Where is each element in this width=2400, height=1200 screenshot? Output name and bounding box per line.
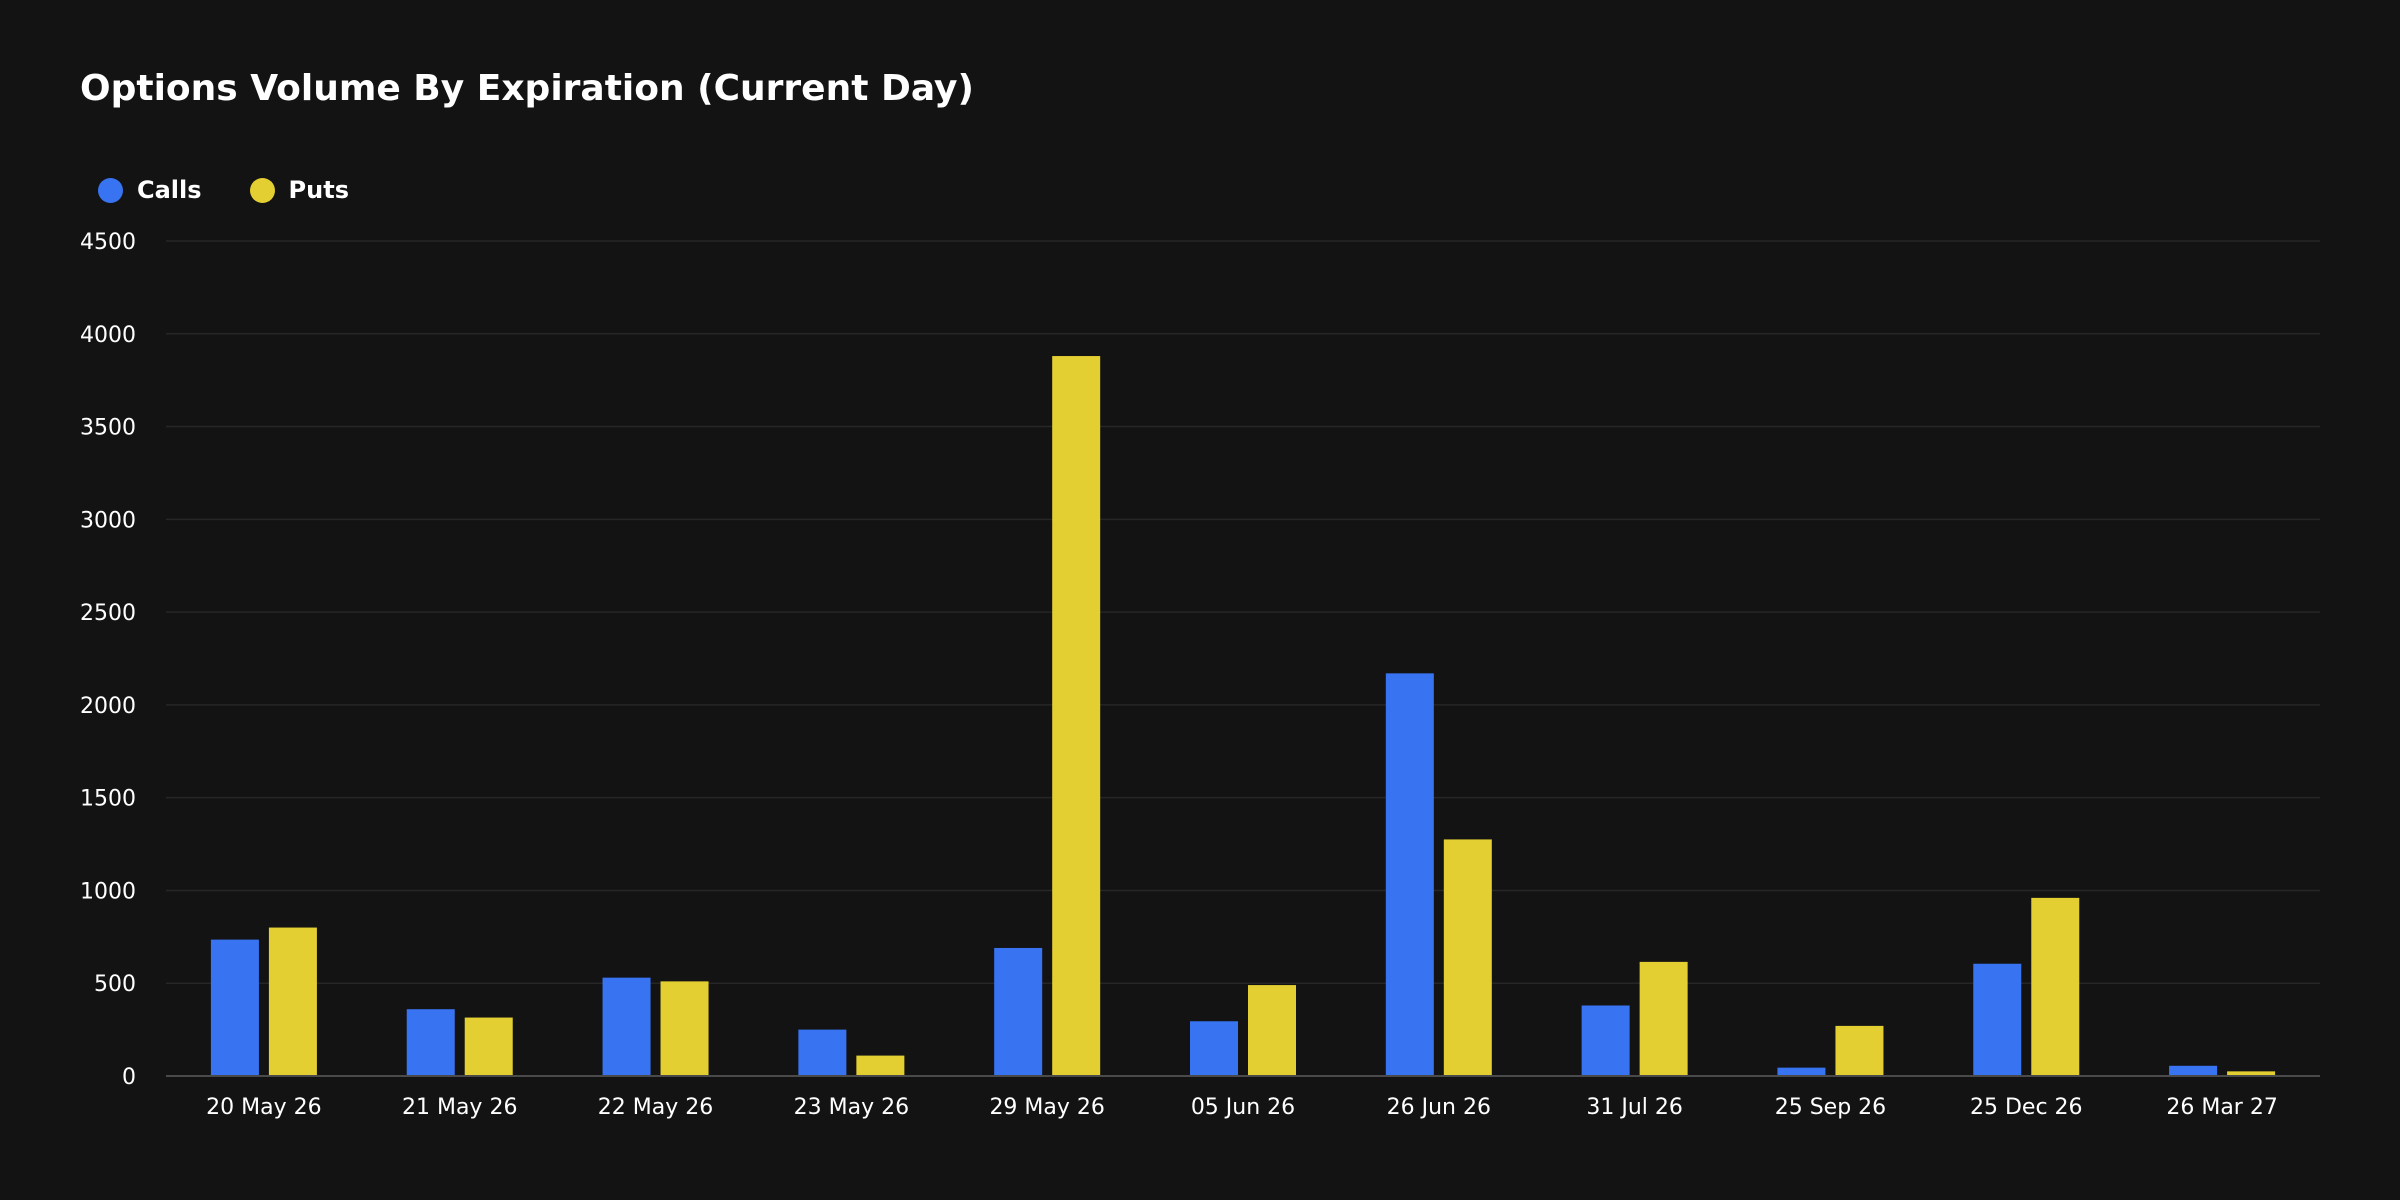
x-axis-ticks: 20 May 26 21 May 26 22 May 26 23 May 26 29 M… — [206, 1095, 2278, 1120]
bar-calls-21-may-26 — [406, 1009, 455, 1076]
y-tick-label-1000: 1000 — [80, 879, 136, 904]
x-tick-label-25-sep-26: 25 Sep 26 — [1775, 1095, 1886, 1120]
bar-calls-26-mar-27 — [2169, 1065, 2218, 1076]
bar-calls-26-jun-26 — [1385, 673, 1434, 1076]
bar-puts-25-dec-26 — [2031, 897, 2080, 1076]
bar-calls-05-jun-26 — [1190, 1021, 1238, 1076]
bar-calls-29-may-26 — [994, 947, 1043, 1076]
bar-puts-21-may-26 — [464, 1017, 513, 1076]
y-tick-label-3000: 3000 — [80, 508, 136, 533]
legend-swatch-puts — [249, 177, 275, 203]
bar-puts-26-mar-27 — [2227, 1071, 2276, 1076]
legend-item-puts[interactable]: Puts — [249, 176, 349, 204]
bar-calls-25-dec-26 — [1973, 963, 2022, 1076]
bar-calls-22-may-26 — [602, 977, 651, 1076]
bar-calls-23-may-26 — [798, 1029, 847, 1076]
y-tick-label-1500: 1500 — [80, 787, 136, 812]
legend-swatch-calls — [98, 177, 123, 203]
bar-puts-29-may-26 — [1052, 356, 1101, 1076]
legend-label-calls: Calls — [137, 176, 202, 204]
bar-puts-22-may-26 — [660, 981, 709, 1076]
gridlines — [166, 240, 2320, 984]
y-tick-label-2500: 2500 — [80, 601, 136, 626]
bar-puts-26-jun-26 — [1443, 839, 1492, 1076]
chart-title: Options Volume By Expiration (Current Da… — [80, 68, 974, 109]
x-tick-label-05-jun-26: 05 Jun 26 — [1191, 1095, 1295, 1120]
bar-puts-31-jul-26 — [1639, 961, 1688, 1076]
legend-label-puts: Puts — [288, 176, 349, 204]
x-tick-label-25-dec-26: 25 Dec 26 — [1970, 1095, 2083, 1120]
bar-calls-31-jul-26 — [1581, 1005, 1630, 1076]
y-tick-label-3500: 3500 — [80, 416, 136, 441]
bar-puts-20-may-26 — [268, 927, 317, 1076]
x-tick-label-26-mar-27: 26 Mar 27 — [2166, 1095, 2277, 1120]
y-tick-label-0: 0 — [122, 1065, 136, 1090]
x-tick-label-23-may-26: 23 May 26 — [794, 1095, 909, 1120]
y-tick-label-4000: 4000 — [80, 323, 136, 348]
x-tick-label-21-may-26: 21 May 26 — [402, 1095, 517, 1120]
legend-item-calls[interactable]: Calls — [98, 176, 202, 204]
x-tick-label-31-jul-26: 31 Jul 26 — [1586, 1095, 1683, 1120]
bar-calls-25-sep-26 — [1777, 1067, 1826, 1076]
y-tick-label-2000: 2000 — [80, 694, 136, 719]
x-tick-label-20-may-26: 20 May 26 — [206, 1095, 321, 1120]
y-tick-label-500: 500 — [94, 972, 136, 997]
x-tick-label-26-jun-26: 26 Jun 26 — [1387, 1095, 1491, 1120]
chart-legend: Calls Puts — [98, 176, 349, 204]
y-tick-label-4500: 4500 — [80, 230, 136, 255]
x-tick-label-22-may-26: 22 May 26 — [598, 1095, 713, 1120]
bar-puts-25-sep-26 — [1835, 1025, 1884, 1076]
x-tick-label-29-may-26: 29 May 26 — [989, 1095, 1104, 1120]
bar-puts-23-may-26 — [856, 1055, 905, 1076]
bars — [210, 356, 2276, 1076]
y-axis-ticks: 0 500 1000 1500 2000 2500 3000 3500 4000 4500 — [80, 230, 136, 1090]
bar-calls-20-may-26 — [210, 939, 259, 1076]
bar-puts-05-jun-26 — [1248, 985, 1296, 1076]
